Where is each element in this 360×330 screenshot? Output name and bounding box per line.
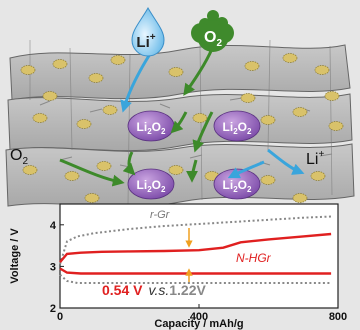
- li2o2-blob: Li2O2: [213, 168, 261, 200]
- x-tick-label: 400: [190, 311, 208, 323]
- li2o2-blob: Li2O2: [213, 110, 261, 142]
- o2-arrow: [59, 158, 125, 187]
- nanoparticle: [88, 73, 104, 83]
- nanoparticle: [84, 193, 100, 203]
- x-tick-label: 800: [329, 311, 347, 323]
- x-tick-label: 0: [57, 311, 63, 323]
- nanoparticle: [96, 161, 112, 171]
- nanoparticle: [110, 55, 126, 65]
- axis-ticks: 2 3 4 0 400 800: [50, 220, 347, 323]
- y-axis-label: Voltage / V: [9, 228, 21, 284]
- o2-cloud-label: O2: [204, 29, 222, 49]
- nanoparticle: [292, 193, 308, 203]
- o2-arrow: [170, 111, 188, 134]
- y-tick-label: 3: [50, 261, 56, 273]
- li-ion-drop: Li+: [131, 6, 165, 57]
- o2-arrow: [192, 111, 214, 153]
- nhgr-label: N-HGr: [236, 251, 272, 265]
- nanoparticle: [310, 171, 326, 181]
- o2-cloud: O2: [191, 10, 234, 52]
- nanoparticle: [260, 115, 276, 125]
- nanoparticle: [244, 61, 260, 71]
- nanoparticle: [168, 67, 184, 77]
- y-tick-label: 4: [50, 220, 57, 232]
- nanoparticle: [324, 91, 340, 101]
- nanoparticle: [292, 107, 308, 117]
- nanoparticle: [168, 165, 184, 175]
- nanoparticle: [282, 53, 298, 63]
- series-line-nhgr-discharge: [59, 267, 332, 275]
- nanoparticle: [314, 65, 330, 75]
- o2-side-label: O2: [10, 147, 28, 167]
- li2o2-label: Li2O2: [223, 120, 252, 136]
- li2o2-label: Li2O2: [137, 120, 166, 136]
- nanoparticle: [260, 175, 276, 185]
- nanoparticle: [52, 59, 68, 69]
- nanoparticle: [22, 165, 38, 175]
- li-side-label: Li+: [306, 149, 324, 168]
- li2o2-products: Li2O2 Li2O2 Li2O2 Li2O2: [127, 110, 261, 200]
- nanoparticle: [240, 93, 256, 103]
- li2o2-label: Li2O2: [223, 178, 252, 194]
- nanoparticle: [102, 105, 118, 115]
- x-axis-label: Capacity / mAh/g: [154, 318, 243, 330]
- rgr-label: r-Gr: [150, 209, 171, 221]
- series-lines: [59, 215, 332, 284]
- nanoparticle: [32, 113, 48, 123]
- li2o2-blob: Li2O2: [127, 110, 175, 142]
- li2o2-blob: Li2O2: [127, 168, 175, 200]
- o2-arrow: [186, 159, 199, 183]
- nanoparticle: [328, 121, 344, 131]
- li-ion-label: Li+: [136, 32, 155, 51]
- nanoparticle: [64, 171, 80, 181]
- y-tick-label: 2: [50, 303, 56, 315]
- catalyst-particles: [20, 53, 344, 203]
- nanoparticle: [20, 65, 36, 75]
- li-arrow: [120, 53, 152, 113]
- o2-arrow: [122, 151, 136, 176]
- nanoparticle: [42, 91, 58, 101]
- li-arrow: [267, 148, 305, 175]
- nanoparticle: [192, 113, 208, 123]
- diffusion-arrows: [59, 43, 305, 187]
- series-line-nhgr-charge: [59, 232, 332, 263]
- li2o2-label: Li2O2: [137, 178, 166, 194]
- li-arrow: [227, 160, 265, 179]
- nanoparticle: [76, 119, 92, 129]
- plot-frame: [59, 203, 339, 309]
- series-line-rgr-charge: [59, 215, 332, 265]
